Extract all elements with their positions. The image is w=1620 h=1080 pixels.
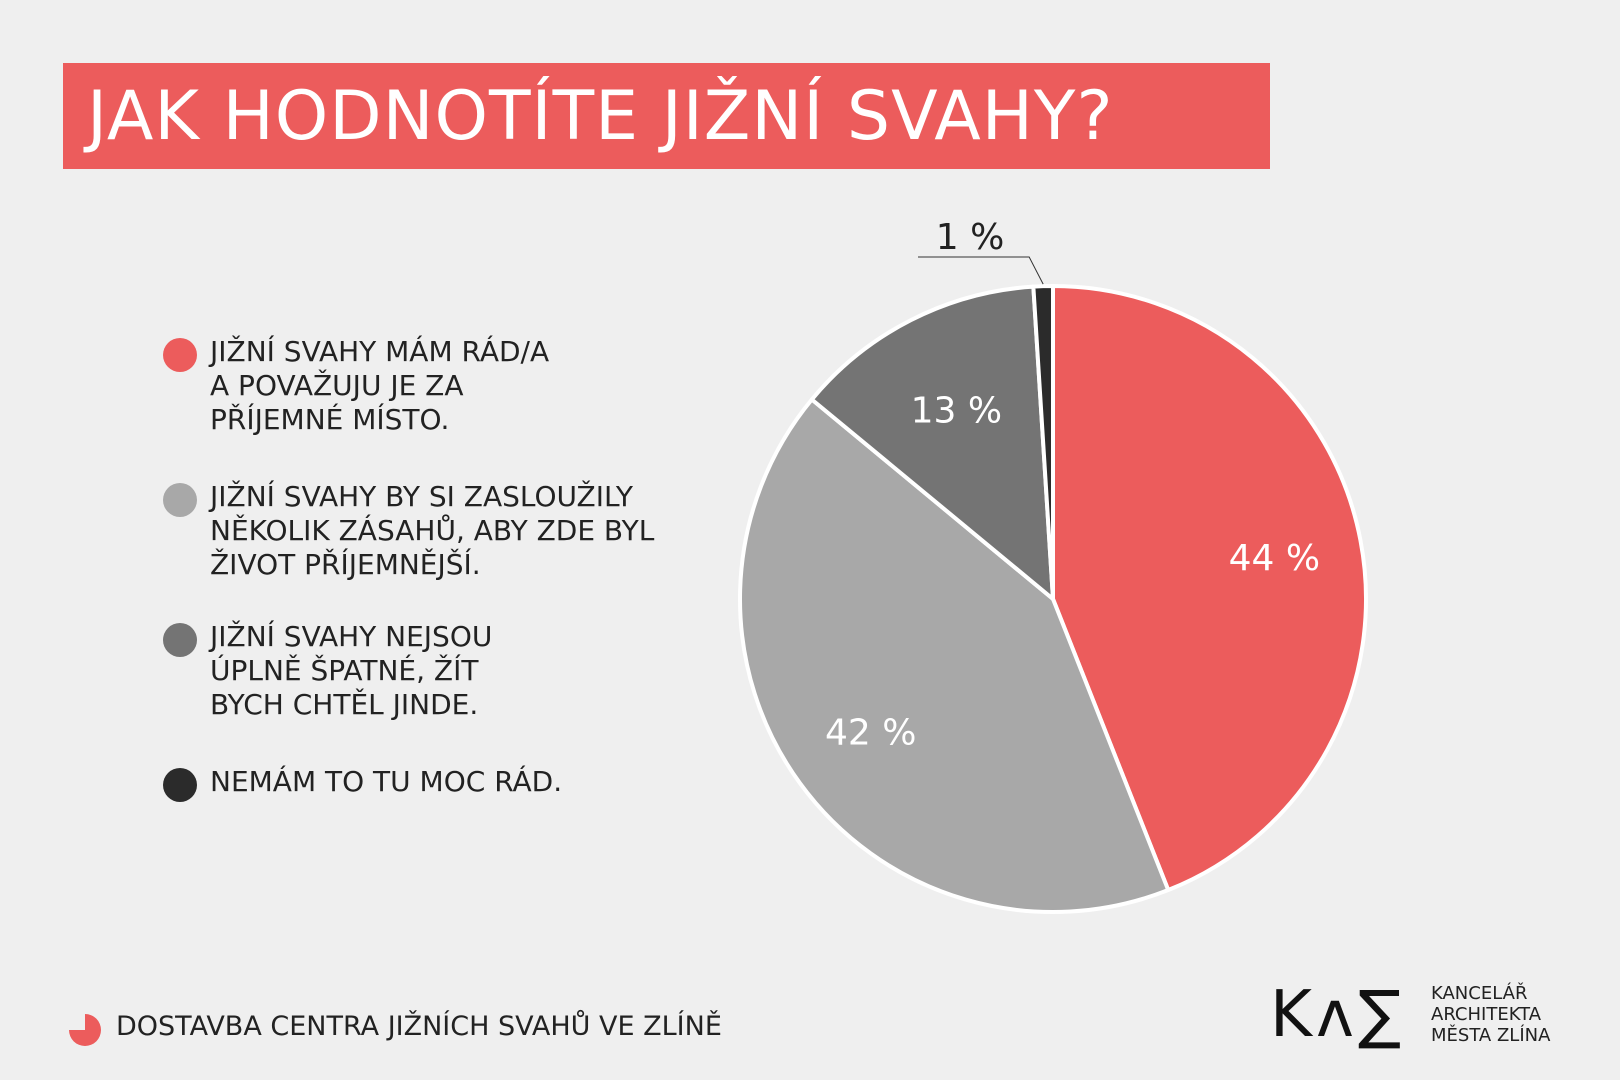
legend-line: ŽIVOT PŘÍJEMNĚJŠÍ. bbox=[210, 548, 481, 581]
legend-line: JIŽNÍ SVAHY MÁM RÁD/A bbox=[210, 335, 550, 368]
footer-text: DOSTAVBA CENTRA JIŽNÍCH SVAHŮ VE ZLÍNĚ bbox=[116, 1011, 722, 1042]
data-label: 13 % bbox=[911, 390, 1002, 431]
legend-swatch bbox=[163, 768, 197, 802]
pie-slice bbox=[1031, 284, 1055, 601]
page-title: JAK HODNOTÍTE JIŽNÍ SVAHY? bbox=[87, 77, 1114, 156]
legend-line: JIŽNÍ SVAHY BY SI ZASLOUŽILY bbox=[210, 480, 633, 513]
legend-item: JIŽNÍ SVAHY NEJSOU ÚPLNĚ ŠPATNÉ, ŽÍT BYC… bbox=[162, 620, 690, 722]
legend-line: ÚPLNĚ ŠPATNÉ, ŽÍT bbox=[210, 654, 479, 687]
pie-icon bbox=[69, 1014, 101, 1046]
pie-slice bbox=[738, 397, 1171, 914]
legend-swatch bbox=[163, 623, 197, 657]
logo-line: ARCHITEKTA bbox=[1431, 1004, 1542, 1025]
data-label: 44 % bbox=[1229, 538, 1320, 579]
pie-slice bbox=[809, 284, 1055, 601]
title-bar: JAK HODNOTÍTE JIŽNÍ SVAHY? bbox=[63, 63, 1270, 169]
legend-line: NEMÁM TO TU MOC RÁD. bbox=[210, 765, 563, 798]
logo-glyphs: Kʌ∑ bbox=[1270, 978, 1405, 1052]
legend-line: NĚKOLIK ZÁSAHŮ, ABY ZDE BYL bbox=[210, 514, 655, 547]
logo-mark: Kʌ∑ bbox=[1270, 980, 1405, 1050]
legend-item: JIŽNÍ SVAHY MÁM RÁD/A A POVAŽUJU JE ZA P… bbox=[162, 335, 690, 437]
legend-swatch bbox=[163, 483, 197, 517]
legend-line: BYCH CHTĚL JINDE. bbox=[210, 688, 479, 721]
data-label: 42 % bbox=[825, 712, 916, 753]
legend-item: NEMÁM TO TU MOC RÁD. bbox=[162, 765, 690, 802]
logo-line: MĚSTA ZLÍNA bbox=[1431, 1025, 1551, 1046]
legend-swatch bbox=[163, 338, 197, 372]
leader-line bbox=[918, 256, 1044, 285]
legend-line: PŘÍJEMNÉ MÍSTO. bbox=[210, 403, 450, 436]
legend-line: A POVAŽUJU JE ZA bbox=[210, 369, 464, 402]
logo-text: KANCELÁŘ ARCHITEKTA MĚSTA ZLÍNA bbox=[1431, 983, 1550, 1046]
legend-line: JIŽNÍ SVAHY NEJSOU bbox=[210, 620, 493, 653]
logo-line: KANCELÁŘ bbox=[1431, 983, 1528, 1004]
legend-item: JIŽNÍ SVAHY BY SI ZASLOUŽILY NĚKOLIK ZÁS… bbox=[162, 480, 690, 582]
data-label: 1 % bbox=[936, 217, 1005, 258]
